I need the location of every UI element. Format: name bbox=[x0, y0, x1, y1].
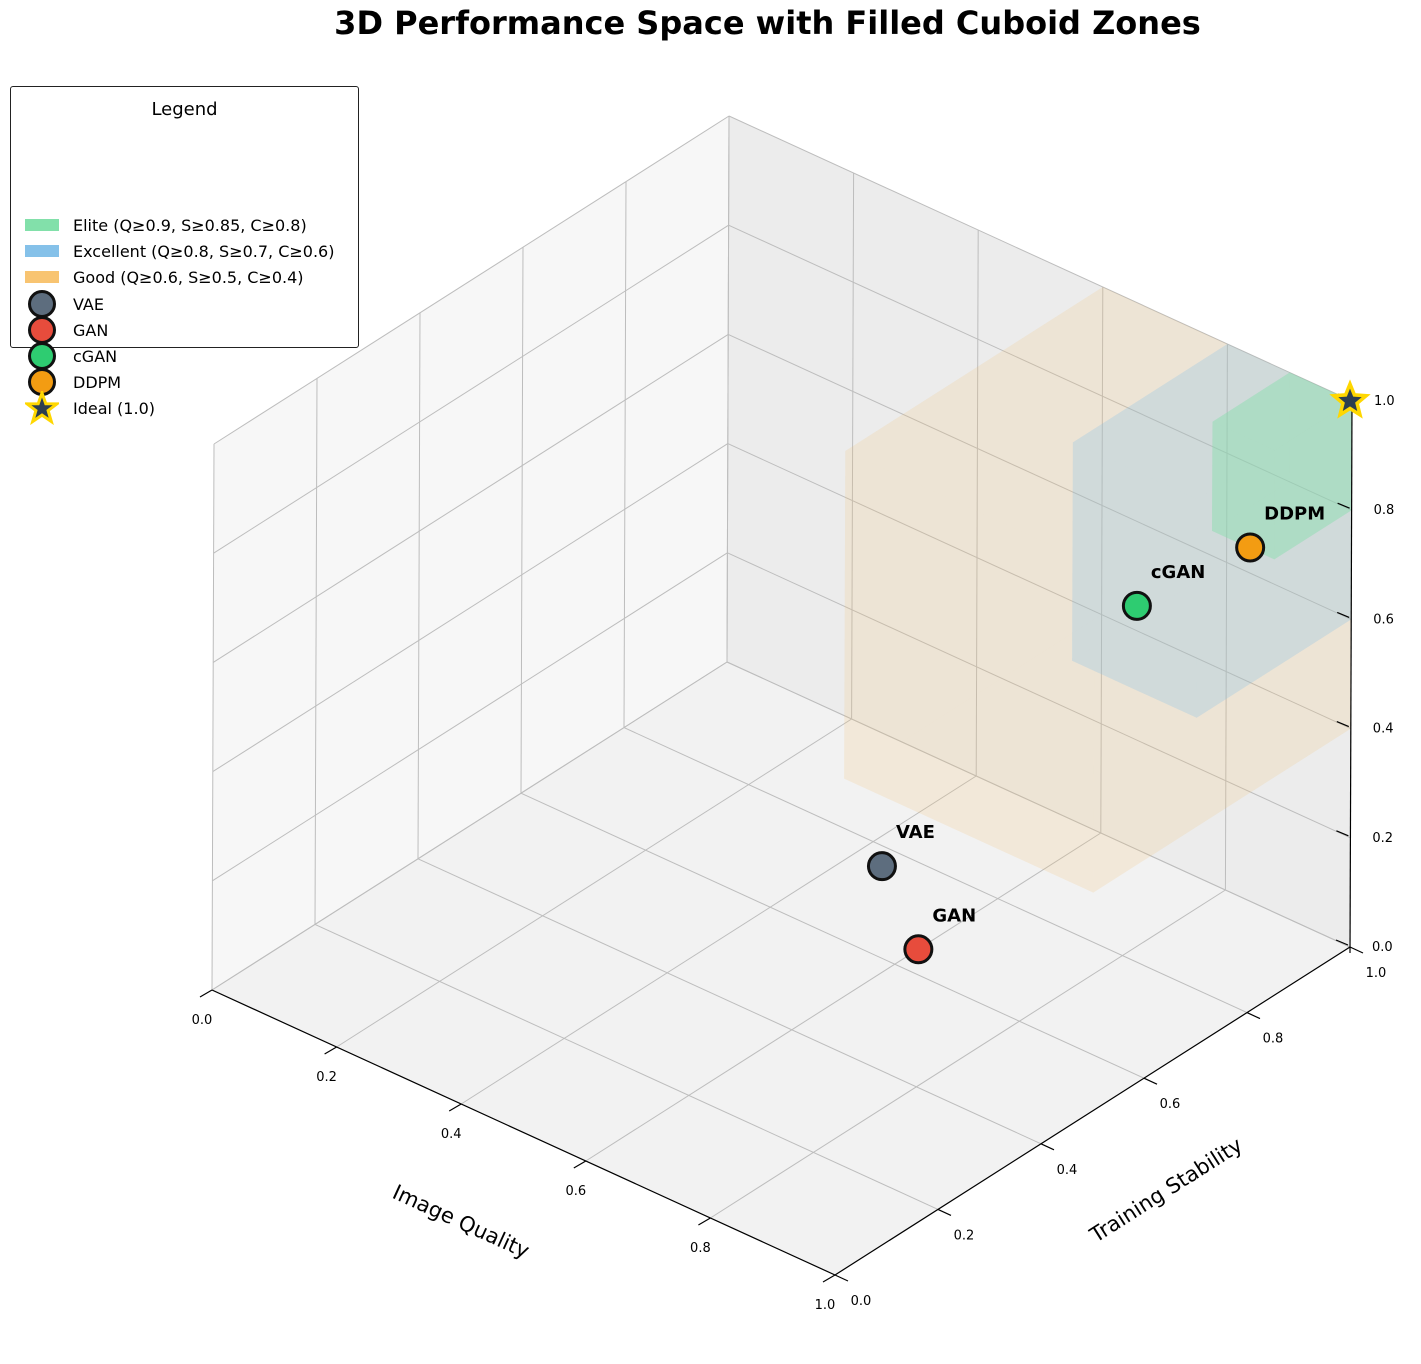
y-tick-4 bbox=[1247, 1013, 1260, 1019]
x-tick-label-1: 0.2 bbox=[316, 1070, 337, 1085]
legend-marker-ideal bbox=[25, 393, 59, 423]
legend-item-elite: Elite (Q≥0.9, S≥0.85, C≥0.8) bbox=[25, 213, 307, 237]
legend-item-ideal: Ideal (1.0) bbox=[25, 396, 155, 420]
y-tick-3 bbox=[1144, 1078, 1157, 1084]
z-tick-label-0: 0.0 bbox=[1372, 940, 1393, 955]
x-tick-label-4: 0.8 bbox=[690, 1241, 711, 1256]
x-tick-2 bbox=[449, 1104, 461, 1111]
z-tick-label-1: 0.2 bbox=[1372, 831, 1393, 846]
point-label-ddpm: DDPM bbox=[1264, 504, 1325, 525]
point-ddpm bbox=[1237, 534, 1264, 561]
legend-label-gan: GAN bbox=[73, 321, 108, 340]
y-tick-label-2: 0.4 bbox=[1057, 1163, 1078, 1178]
x-tick-3 bbox=[574, 1161, 586, 1168]
z-tick-label-2: 0.4 bbox=[1373, 722, 1394, 737]
y-tick-0 bbox=[835, 1275, 848, 1281]
legend-swatch-elite bbox=[25, 219, 59, 231]
legend-label-ddpm: DDPM bbox=[73, 373, 121, 392]
legend: Legend Elite (Q≥0.9, S≥0.85, C≥0.8) Exce… bbox=[10, 86, 359, 348]
legend-title: Legend bbox=[11, 99, 358, 120]
z-tick-label-4: 0.8 bbox=[1374, 503, 1395, 518]
y-tick-label-0: 0.0 bbox=[851, 1294, 872, 1309]
x-tick-label-5: 1.0 bbox=[815, 1298, 836, 1313]
y-tick-2 bbox=[1041, 1144, 1054, 1150]
legend-label-elite: Elite (Q≥0.9, S≥0.85, C≥0.8) bbox=[73, 216, 307, 235]
legend-item-excellent: Excellent (Q≥0.8, S≥0.7, C≥0.6) bbox=[25, 239, 334, 263]
legend-label-ideal: Ideal (1.0) bbox=[73, 399, 155, 418]
point-label-cgan: cGAN bbox=[1151, 562, 1205, 583]
legend-item-cgan: cGAN bbox=[25, 344, 117, 368]
legend-swatch-excellent bbox=[25, 245, 59, 257]
point-label-vae: VAE bbox=[896, 822, 935, 843]
legend-label-excellent: Excellent (Q≥0.8, S≥0.7, C≥0.6) bbox=[73, 242, 334, 261]
point-label-gan: GAN bbox=[932, 905, 976, 926]
y-axis-label: Training Stability bbox=[1085, 1133, 1247, 1248]
x-tick-1 bbox=[325, 1047, 337, 1054]
legend-item-good: Good (Q≥0.6, S≥0.5, C≥0.4) bbox=[25, 265, 304, 289]
point-cgan bbox=[1123, 592, 1150, 619]
legend-item-gan: GAN bbox=[25, 318, 108, 342]
legend-swatch-good bbox=[25, 271, 59, 283]
x-tick-label-2: 0.4 bbox=[441, 1127, 462, 1142]
legend-label-vae: VAE bbox=[73, 295, 104, 314]
x-tick-4 bbox=[698, 1218, 710, 1225]
y-tick-label-3: 0.6 bbox=[1160, 1097, 1181, 1112]
legend-label-good: Good (Q≥0.6, S≥0.5, C≥0.4) bbox=[73, 268, 304, 287]
z-tick-label-5: 1.0 bbox=[1374, 394, 1395, 409]
legend-item-vae: VAE bbox=[25, 292, 104, 316]
x-tick-label-0: 0.0 bbox=[192, 1013, 213, 1028]
y-tick-label-4: 0.8 bbox=[1263, 1032, 1284, 1047]
point-gan bbox=[905, 936, 932, 963]
x-tick-0 bbox=[200, 990, 212, 997]
point-vae bbox=[868, 853, 895, 880]
x-tick-label-3: 0.6 bbox=[565, 1184, 586, 1199]
y-tick-label-1: 0.2 bbox=[954, 1228, 975, 1243]
y-tick-1 bbox=[938, 1209, 951, 1215]
legend-label-cgan: cGAN bbox=[73, 347, 117, 366]
x-axis-label: Image Quality bbox=[389, 1180, 533, 1263]
x-tick-5 bbox=[823, 1275, 835, 1282]
y-tick-5 bbox=[1350, 947, 1363, 953]
y-tick-label-5: 1.0 bbox=[1366, 966, 1387, 981]
z-tick-label-3: 0.6 bbox=[1373, 612, 1394, 627]
